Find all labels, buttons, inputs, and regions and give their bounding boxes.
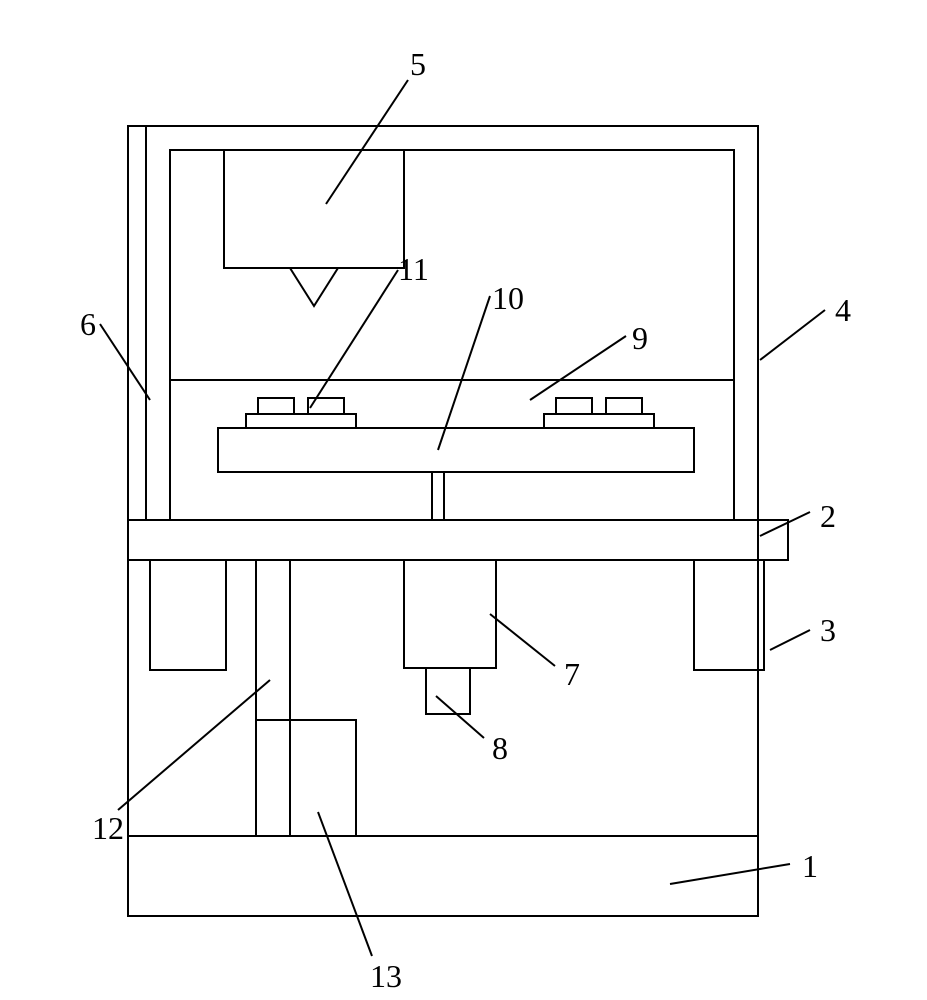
bolt-base-right <box>544 414 654 428</box>
pillar-right-3 <box>694 560 764 670</box>
stem-9 <box>432 472 444 520</box>
bolt-nut-right-1 <box>556 398 592 414</box>
label-12: 12 <box>92 810 124 847</box>
label-9: 9 <box>632 320 648 357</box>
label-7: 7 <box>564 656 580 693</box>
label-4: 4 <box>835 292 851 329</box>
column-12 <box>256 560 290 836</box>
label-1: 1 <box>802 848 818 885</box>
label-13: 13 <box>370 958 402 995</box>
gantry-4-inner <box>170 150 734 520</box>
bolt-nut-right-2 <box>606 398 642 414</box>
label-6: 6 <box>80 306 96 343</box>
block-13 <box>256 720 356 836</box>
label-10: 10 <box>492 280 524 317</box>
plate-10 <box>218 428 694 472</box>
gantry-4-outer <box>146 126 758 520</box>
crossbar-2 <box>128 520 788 560</box>
label-11: 11 <box>398 251 429 288</box>
label-2: 2 <box>820 498 836 535</box>
leader-lines <box>100 80 825 956</box>
bolt-nut-left-1 <box>258 398 294 414</box>
bolt-nut-left-2 <box>308 398 344 414</box>
head-5 <box>224 150 404 268</box>
label-3: 3 <box>820 612 836 649</box>
label-8: 8 <box>492 730 508 767</box>
pillar-left <box>150 560 226 670</box>
diagram-svg <box>0 0 927 1000</box>
bolt-base-left <box>246 414 356 428</box>
tip-5 <box>290 268 338 306</box>
label-5: 5 <box>410 46 426 83</box>
motor-7 <box>404 560 496 668</box>
table-6 <box>170 380 734 520</box>
